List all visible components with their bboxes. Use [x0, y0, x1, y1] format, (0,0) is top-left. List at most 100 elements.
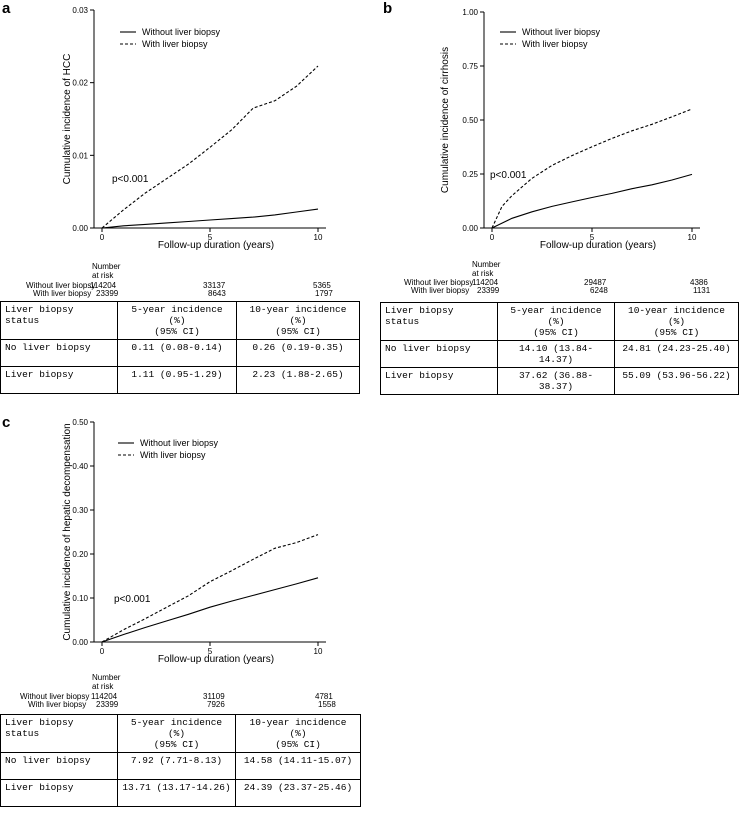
risk-value: 1797 — [315, 289, 333, 298]
panel-b-letter: b — [383, 0, 393, 17]
y-tick-label: 0.00 — [72, 224, 88, 233]
series-with-liver-biopsy — [491, 108, 693, 229]
table-cell: 0.26 (0.19-0.35) — [236, 339, 360, 367]
y-tick-label: 0.03 — [72, 6, 88, 15]
legend-label: Without liver biopsy — [142, 27, 221, 37]
table-row: Liver biopsy 1.11 (0.95-1.29) 2.23 (1.88… — [0, 366, 360, 394]
series-without-liver-biopsy — [101, 208, 319, 229]
risk-value: 1131 — [693, 286, 711, 295]
table-row: No liver biopsy 7.92 (7.71-8.13) 14.58 (… — [0, 752, 361, 780]
risk-value: 8643 — [208, 289, 226, 298]
y-axis-label: Cumulative incidence of cirrhosis — [440, 47, 451, 193]
legend-label: With liver biopsy — [142, 39, 208, 49]
chart-cirrhosis: 0.00 0.25 0.50 0.75 1.00 0 5 10 Follow-up durati… — [440, 8, 700, 251]
table-cell: 24.81 (24.23-25.40) — [614, 340, 739, 368]
header-cell: Liver biopsy status — [0, 714, 118, 753]
table-cell: 24.39 (23.37-25.46) — [235, 779, 361, 807]
risk-value: 5365 — [313, 281, 331, 290]
header-cell: 5-year incidence (%) (95% CI) — [497, 302, 615, 341]
series-with-liver-biopsy — [101, 65, 319, 229]
header-cell: 5-year incidence (%) (95% CI) — [117, 301, 237, 340]
header-cell: 10-year incidence (%) (95% CI) — [236, 301, 360, 340]
y-tick-label: 0.20 — [72, 550, 88, 559]
x-tick-label: 0 — [100, 233, 105, 242]
y-tick-label: 0.00 — [72, 638, 88, 647]
y-tick-label: 0.00 — [462, 224, 478, 233]
x-tick-label: 10 — [314, 647, 323, 656]
y-tick-label: 0.10 — [72, 594, 88, 603]
risk-label: Without liver biopsy — [404, 278, 474, 287]
y-tick-label: 0.25 — [462, 170, 478, 179]
table-cell: 13.71 (13.17-14.26) — [117, 779, 236, 807]
legend-label: Without liver biopsy — [522, 27, 601, 37]
table-cell: 14.58 (14.11-15.07) — [235, 752, 361, 780]
table-cell: 55.09 (53.96-56.22) — [614, 367, 739, 395]
header-cell: 10-year incidence (%) (95% CI) — [235, 714, 361, 753]
incidence-table-c: Liver biopsy status 5-year incidence (%)… — [0, 714, 361, 807]
risk-value: 23399 — [96, 289, 119, 298]
y-tick-label: 0.75 — [462, 62, 478, 71]
series-with-liver-biopsy — [101, 534, 319, 643]
incidence-table-b: Liver biopsy status 5-year incidence (%)… — [380, 302, 739, 395]
chart-hepatic-decompensation: 0.00 0.10 0.20 0.30 0.40 0.50 0 5 10 Follow-up du… — [62, 418, 326, 665]
p-value-annotation: p<0.001 — [114, 594, 151, 605]
y-tick-label: 0.02 — [72, 79, 88, 88]
risk-title-c: Number at risk — [92, 673, 121, 691]
table-cell: Liver biopsy — [0, 779, 118, 807]
panel-c-letter: c — [2, 414, 11, 431]
risk-value: 6248 — [590, 286, 608, 295]
table-cell: 1.11 (0.95-1.29) — [117, 366, 237, 394]
x-axis-label: Follow-up duration (years) — [158, 654, 274, 665]
y-tick-label: 0.50 — [462, 116, 478, 125]
y-tick-label: 1.00 — [462, 8, 478, 17]
y-tick-label: 0.40 — [72, 462, 88, 471]
risk-label: Without liver biopsy — [26, 281, 96, 290]
legend-label: Without liver biopsy — [140, 438, 219, 448]
y-axis-label: Cumulative incidence of hepatic decompen… — [62, 423, 73, 640]
x-axis-label: Follow-up duration (years) — [158, 240, 274, 251]
table-cell: No liver biopsy — [0, 339, 118, 367]
series-without-liver-biopsy — [491, 173, 693, 229]
risk-value: 114204 — [90, 281, 117, 290]
table-header-row: Liver biopsy status 5-year incidence (%)… — [380, 302, 739, 341]
risk-title-a: Number at risk — [92, 262, 121, 280]
p-value-annotation: p<0.001 — [112, 174, 149, 185]
risk-label: With liver biopsy — [411, 286, 470, 295]
table-cell: 14.10 (13.84-14.37) — [497, 340, 615, 368]
x-tick-label: 0 — [490, 233, 495, 242]
risk-value: 1558 — [318, 700, 336, 709]
x-tick-label: 5 — [208, 233, 213, 242]
risk-value: 7926 — [207, 700, 225, 709]
table-cell: 2.23 (1.88-2.65) — [236, 366, 360, 394]
header-cell: Liver biopsy status — [0, 301, 118, 340]
table-cell: 7.92 (7.71-8.13) — [117, 752, 236, 780]
risk-value: 4781 — [315, 692, 333, 701]
x-tick-label: 0 — [100, 647, 105, 656]
x-tick-label: 5 — [208, 647, 213, 656]
legend-label: With liver biopsy — [522, 39, 588, 49]
risk-value: 33137 — [203, 281, 226, 290]
table-cell: 37.62 (36.88-38.37) — [497, 367, 615, 395]
table-row: No liver biopsy 0.11 (0.08-0.14) 0.26 (0… — [0, 339, 360, 367]
risk-value: 29487 — [584, 278, 607, 287]
series-without-liver-biopsy — [101, 577, 319, 643]
x-tick-label: 5 — [590, 233, 595, 242]
risk-label: With liver biopsy — [28, 700, 87, 709]
header-cell: 5-year incidence (%) (95% CI) — [117, 714, 236, 753]
table-row: No liver biopsy 14.10 (13.84-14.37) 24.8… — [380, 340, 739, 368]
table-cell: Liver biopsy — [380, 367, 498, 395]
header-cell: 10-year incidence (%) (95% CI) — [614, 302, 739, 341]
risk-value: 23399 — [477, 286, 500, 295]
risk-value: 4386 — [690, 278, 708, 287]
table-cell: No liver biopsy — [0, 752, 118, 780]
risk-value: 31109 — [203, 692, 225, 701]
incidence-table-a: Liver biopsy status 5-year incidence (%)… — [0, 301, 360, 394]
y-tick-label: 0.30 — [72, 506, 88, 515]
x-tick-label: 10 — [688, 233, 697, 242]
header-cell: Liver biopsy status — [380, 302, 498, 341]
risk-label: Without liver biopsy — [20, 692, 90, 701]
table-header-row: Liver biopsy status 5-year incidence (%)… — [0, 301, 360, 340]
y-tick-label: 0.50 — [72, 418, 88, 427]
table-row: Liver biopsy 37.62 (36.88-38.37) 55.09 (… — [380, 367, 739, 395]
risk-value: 23399 — [96, 700, 119, 709]
